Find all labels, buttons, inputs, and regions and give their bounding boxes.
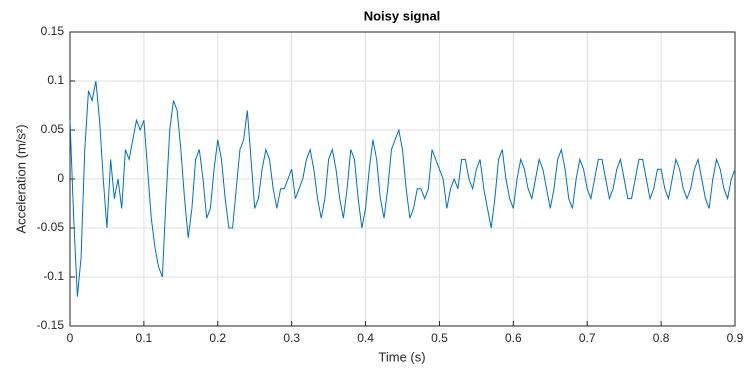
chart-title: Noisy signal xyxy=(364,8,441,23)
x-tick-label: 0.8 xyxy=(653,331,670,345)
x-tick-label: 0.1 xyxy=(136,331,153,345)
y-tick-label: 0.05 xyxy=(41,122,65,136)
y-tick-label: -0.05 xyxy=(37,220,65,234)
x-tick-label: 0 xyxy=(67,331,74,345)
x-tick-label: 0.7 xyxy=(579,331,596,345)
y-tick-label: -0.15 xyxy=(37,318,65,332)
y-tick-label: 0 xyxy=(57,171,64,185)
axes-box xyxy=(69,31,736,327)
y-axis-label: Acceleration (m/s²) xyxy=(13,124,28,233)
y-tick-label: 0.1 xyxy=(47,73,64,87)
x-tick-label: 0.2 xyxy=(209,331,226,345)
x-tick-label: 0.3 xyxy=(283,331,300,345)
x-tick-label: 0.9 xyxy=(727,331,744,345)
x-axis-label: Time (s) xyxy=(378,349,425,364)
y-tick-label: 0.15 xyxy=(41,24,65,38)
x-tick-label: 0.5 xyxy=(431,331,448,345)
signal-line xyxy=(69,80,736,297)
x-tick-label: 0.4 xyxy=(357,331,374,345)
x-tick-label: 0.6 xyxy=(505,331,522,345)
y-tick-label: -0.1 xyxy=(43,269,64,283)
